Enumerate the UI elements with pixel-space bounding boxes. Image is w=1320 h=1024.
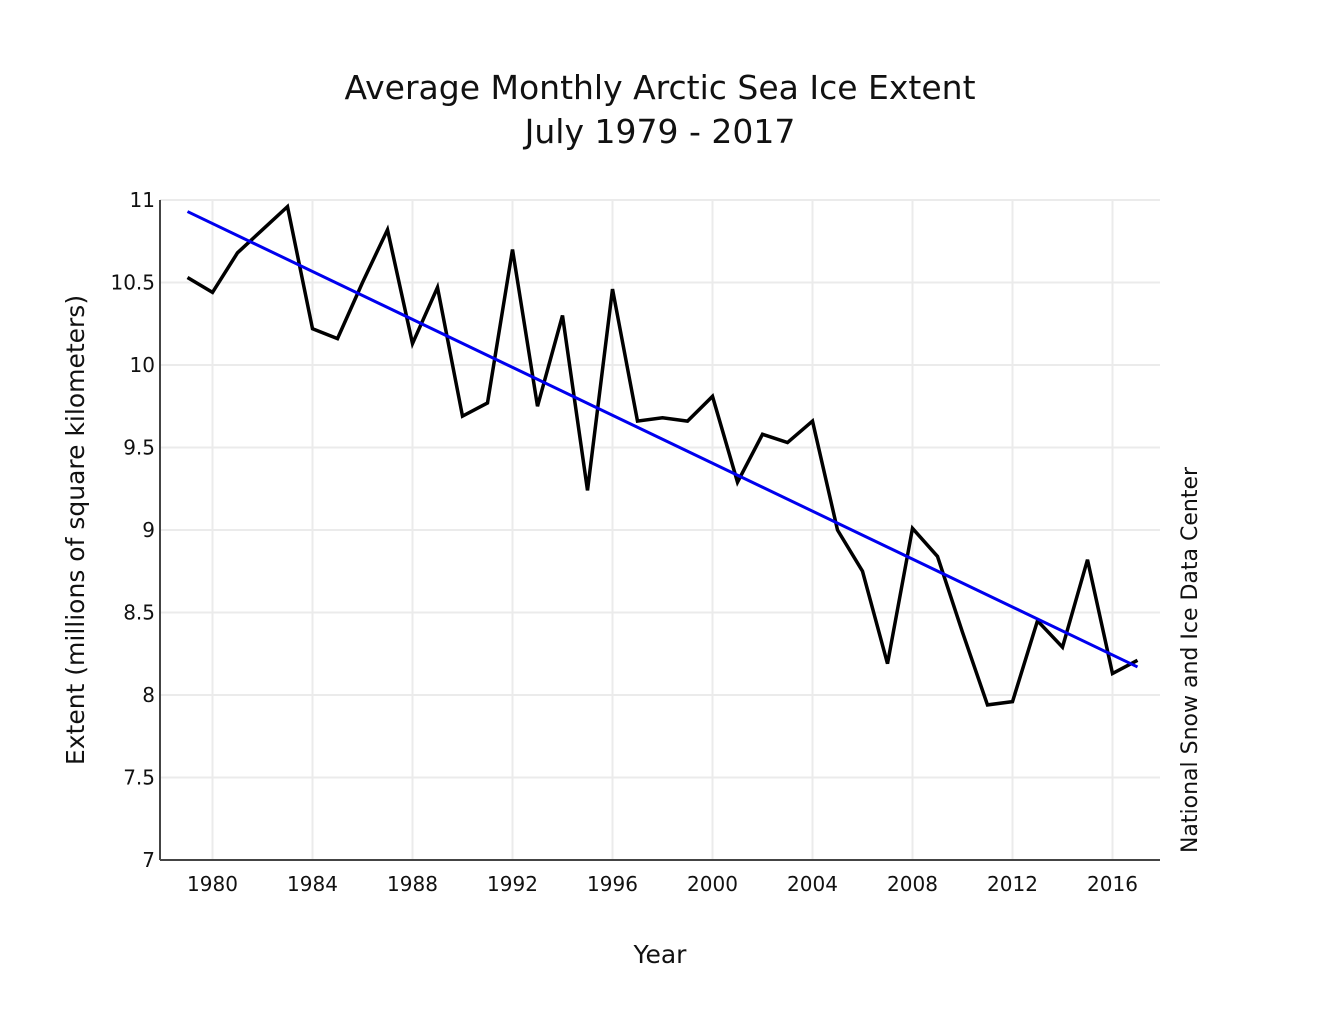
data-point <box>411 342 415 346</box>
data-point <box>711 394 715 398</box>
y-tick-label: 11 <box>130 188 155 212</box>
x-tick-label: 2008 <box>887 872 938 896</box>
tick-labels: 1980 1984 1988 1992 1996 2000 2004 2008 2012 2016… <box>110 188 1137 896</box>
data-point <box>886 662 890 666</box>
data-point <box>211 290 215 294</box>
chart-title: Average Monthly Arctic Sea Ice Extent <box>344 68 975 107</box>
data-point <box>686 419 690 423</box>
data-point <box>311 327 315 331</box>
x-tick-label: 1984 <box>287 872 338 896</box>
y-tick-label: 10.5 <box>110 271 155 295</box>
x-tick-label: 1996 <box>587 872 638 896</box>
data-point <box>511 248 515 252</box>
data-point <box>736 480 740 484</box>
data-point <box>261 228 265 232</box>
data-point <box>236 251 240 255</box>
chart-subtitle: July 1979 - 2017 <box>523 112 796 151</box>
x-tick-label: 2012 <box>987 872 1038 896</box>
data-point <box>536 404 540 408</box>
x-tick-label: 1980 <box>187 872 238 896</box>
data-point <box>386 228 390 232</box>
data-point <box>861 569 865 573</box>
y-tick-label: 8 <box>142 683 155 707</box>
y-tick-label: 9 <box>142 518 155 542</box>
data-point <box>911 526 915 530</box>
grid-lines <box>160 199 1160 860</box>
data-point <box>436 285 440 289</box>
data-point <box>811 419 815 423</box>
data-point <box>461 414 465 418</box>
trend-point <box>186 210 190 214</box>
x-axis-title: Year <box>633 940 688 969</box>
data-point <box>286 205 290 209</box>
series-line-extent <box>186 203 1139 707</box>
data-point <box>336 337 340 341</box>
x-tick-label: 2000 <box>687 872 738 896</box>
data-point <box>836 528 840 532</box>
data-point <box>586 488 590 492</box>
data-point <box>986 703 990 707</box>
data-point <box>1136 658 1140 662</box>
x-tick-label: 2004 <box>787 872 838 896</box>
x-tick-label: 2016 <box>1087 872 1138 896</box>
y-tick-label: 7.5 <box>123 766 155 790</box>
x-tick-label: 1992 <box>487 872 538 896</box>
y-tick-label: 9.5 <box>123 436 155 460</box>
data-point <box>1086 558 1090 562</box>
x-tick-label: 1988 <box>387 872 438 896</box>
data-point <box>1111 672 1115 676</box>
y-tick-label: 7 <box>142 848 155 872</box>
data-point <box>186 276 190 280</box>
data-point <box>561 314 565 318</box>
axes <box>159 200 1160 861</box>
data-point <box>611 287 615 291</box>
data-point <box>636 419 640 423</box>
series-group <box>186 203 1140 707</box>
trend-point <box>1136 665 1140 669</box>
data-point <box>961 630 965 634</box>
data-point <box>661 416 665 420</box>
y-axis-title: Extent (millions of square kilometers) <box>61 295 90 765</box>
data-point <box>786 441 790 445</box>
data-point <box>486 401 490 405</box>
source-credit: National Snow and Ice Data Center <box>1178 466 1203 853</box>
y-tick-label: 10 <box>130 353 155 377</box>
data-point <box>361 281 365 285</box>
data-point <box>761 432 765 436</box>
series-line-trend <box>186 210 1139 669</box>
data-point <box>1061 645 1065 649</box>
data-point <box>1011 700 1015 704</box>
data-point <box>936 554 940 558</box>
y-tick-label: 8.5 <box>123 601 155 625</box>
